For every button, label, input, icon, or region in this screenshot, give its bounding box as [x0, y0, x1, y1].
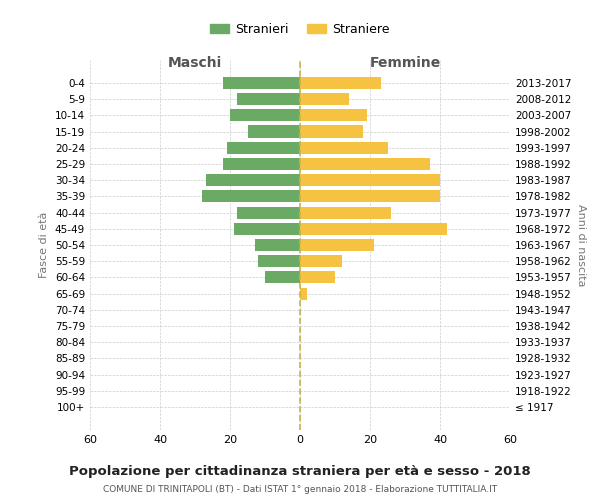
Text: COMUNE DI TRINITAPOLI (BT) - Dati ISTAT 1° gennaio 2018 - Elaborazione TUTTITALI: COMUNE DI TRINITAPOLI (BT) - Dati ISTAT …	[103, 485, 497, 494]
Bar	[300, 272, 335, 283]
Y-axis label: Fasce di età: Fasce di età	[40, 212, 49, 278]
Bar	[300, 174, 440, 186]
Bar	[265, 272, 300, 283]
Text: Popolazione per cittadinanza straniera per età e sesso - 2018: Popolazione per cittadinanza straniera p…	[69, 465, 531, 478]
Bar	[300, 158, 430, 170]
Y-axis label: Anni di nascita: Anni di nascita	[575, 204, 586, 286]
Bar	[230, 109, 300, 122]
Bar	[300, 288, 307, 300]
Bar	[300, 77, 380, 89]
Bar	[233, 222, 300, 235]
Bar	[205, 174, 300, 186]
Bar	[248, 126, 300, 138]
Bar	[300, 109, 367, 122]
Bar	[300, 190, 440, 202]
Bar	[237, 93, 300, 105]
Bar	[300, 239, 373, 251]
Bar	[300, 126, 363, 138]
Bar	[237, 206, 300, 218]
Bar	[300, 206, 391, 218]
Bar	[300, 255, 342, 268]
Bar	[300, 93, 349, 105]
Bar	[258, 255, 300, 268]
Legend: Stranieri, Straniere: Stranieri, Straniere	[205, 18, 395, 41]
Bar	[300, 222, 447, 235]
Bar	[223, 158, 300, 170]
Text: Femmine: Femmine	[370, 56, 440, 70]
Bar	[223, 77, 300, 89]
Bar	[202, 190, 300, 202]
Bar	[300, 142, 388, 154]
Bar	[254, 239, 300, 251]
Text: Maschi: Maschi	[168, 56, 222, 70]
Bar	[227, 142, 300, 154]
